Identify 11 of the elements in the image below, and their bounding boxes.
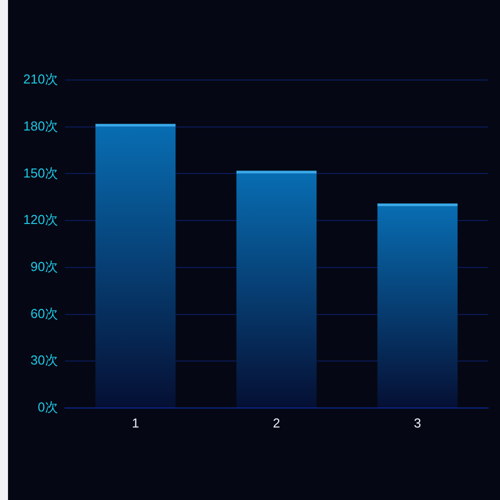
y-tick-label: 90次 bbox=[30, 259, 58, 274]
y-tick-label: 30次 bbox=[30, 352, 58, 368]
y-tick-label: 180次 bbox=[23, 118, 58, 134]
y-tick-label: 120次 bbox=[23, 212, 58, 228]
x-tick-label: 3 bbox=[414, 415, 422, 430]
y-tick-label: 150次 bbox=[23, 165, 58, 180]
x-tick-label: 1 bbox=[132, 415, 140, 430]
y-tick-label: 60次 bbox=[30, 306, 58, 321]
y-tick-label: 210次 bbox=[23, 72, 58, 87]
y-tick-label: 0次 bbox=[38, 400, 58, 415]
x-tick-label: 2 bbox=[272, 415, 280, 430]
